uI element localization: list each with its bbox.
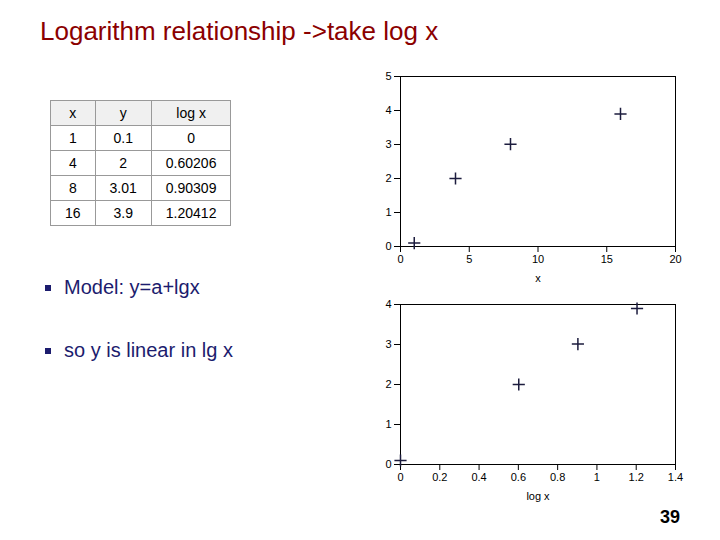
svg-text:0: 0 [385,240,391,252]
html-text:0.1: 0.1 [113,130,133,146]
svg-text:0.8: 0.8 [550,471,565,483]
svg-text:15: 15 [601,253,613,265]
html-text:0: 0 [187,130,195,146]
html-text:y: y [119,105,127,121]
html-text:0.90309: 0.90309 [165,180,217,196]
svg-text:1: 1 [385,418,391,430]
svg-text:0.6: 0.6 [511,471,526,483]
svg-text:0: 0 [385,458,391,470]
html-text:1: 1 [68,130,77,146]
svg-text:3: 3 [385,338,391,350]
html-text:16: 16 [65,205,81,221]
html-text:x: x [69,105,77,121]
svg-text:1.4: 1.4 [668,471,683,483]
html-text:log x: log x [176,105,206,121]
html-text:4: 4 [68,155,77,171]
html-text:1.20412: 1.20412 [165,205,217,221]
svg-text:10: 10 [532,253,544,265]
svg-text:0: 0 [397,253,403,265]
svg-text:1: 1 [594,471,600,483]
html-text:3.01: 3.01 [109,180,137,196]
svg-text:0.2: 0.2 [432,471,447,483]
svg-text:4: 4 [385,298,391,310]
svg-text:1: 1 [385,206,391,218]
svg-text:1.2: 1.2 [629,471,644,483]
html-text:so y is linear in lg x: so y is linear in lg x [64,339,233,361]
html-text:Logarithm relationship ->take: Logarithm relationship ->take log x [40,16,439,46]
html-text:0.60206: 0.60206 [165,155,217,171]
svg-text:0: 0 [397,471,403,483]
svg-text:x: x [535,272,541,284]
html-text:2: 2 [119,155,128,171]
svg-text:3: 3 [385,138,391,150]
svg-text:2: 2 [385,172,391,184]
html-text:Model: y=a+lgx: Model: y=a+lgx [64,276,200,298]
svg-text:20: 20 [669,253,681,265]
svg-text:0.4: 0.4 [471,471,486,483]
html-text:39: 39 [660,507,680,527]
html-text:3.9: 3.9 [113,205,133,221]
svg-text:4: 4 [385,104,391,116]
svg-text:2: 2 [385,378,391,390]
svg-text:5: 5 [385,70,391,82]
svg-text:log x: log x [526,490,550,502]
html-text:8: 8 [68,180,77,196]
svg-text:5: 5 [466,253,472,265]
